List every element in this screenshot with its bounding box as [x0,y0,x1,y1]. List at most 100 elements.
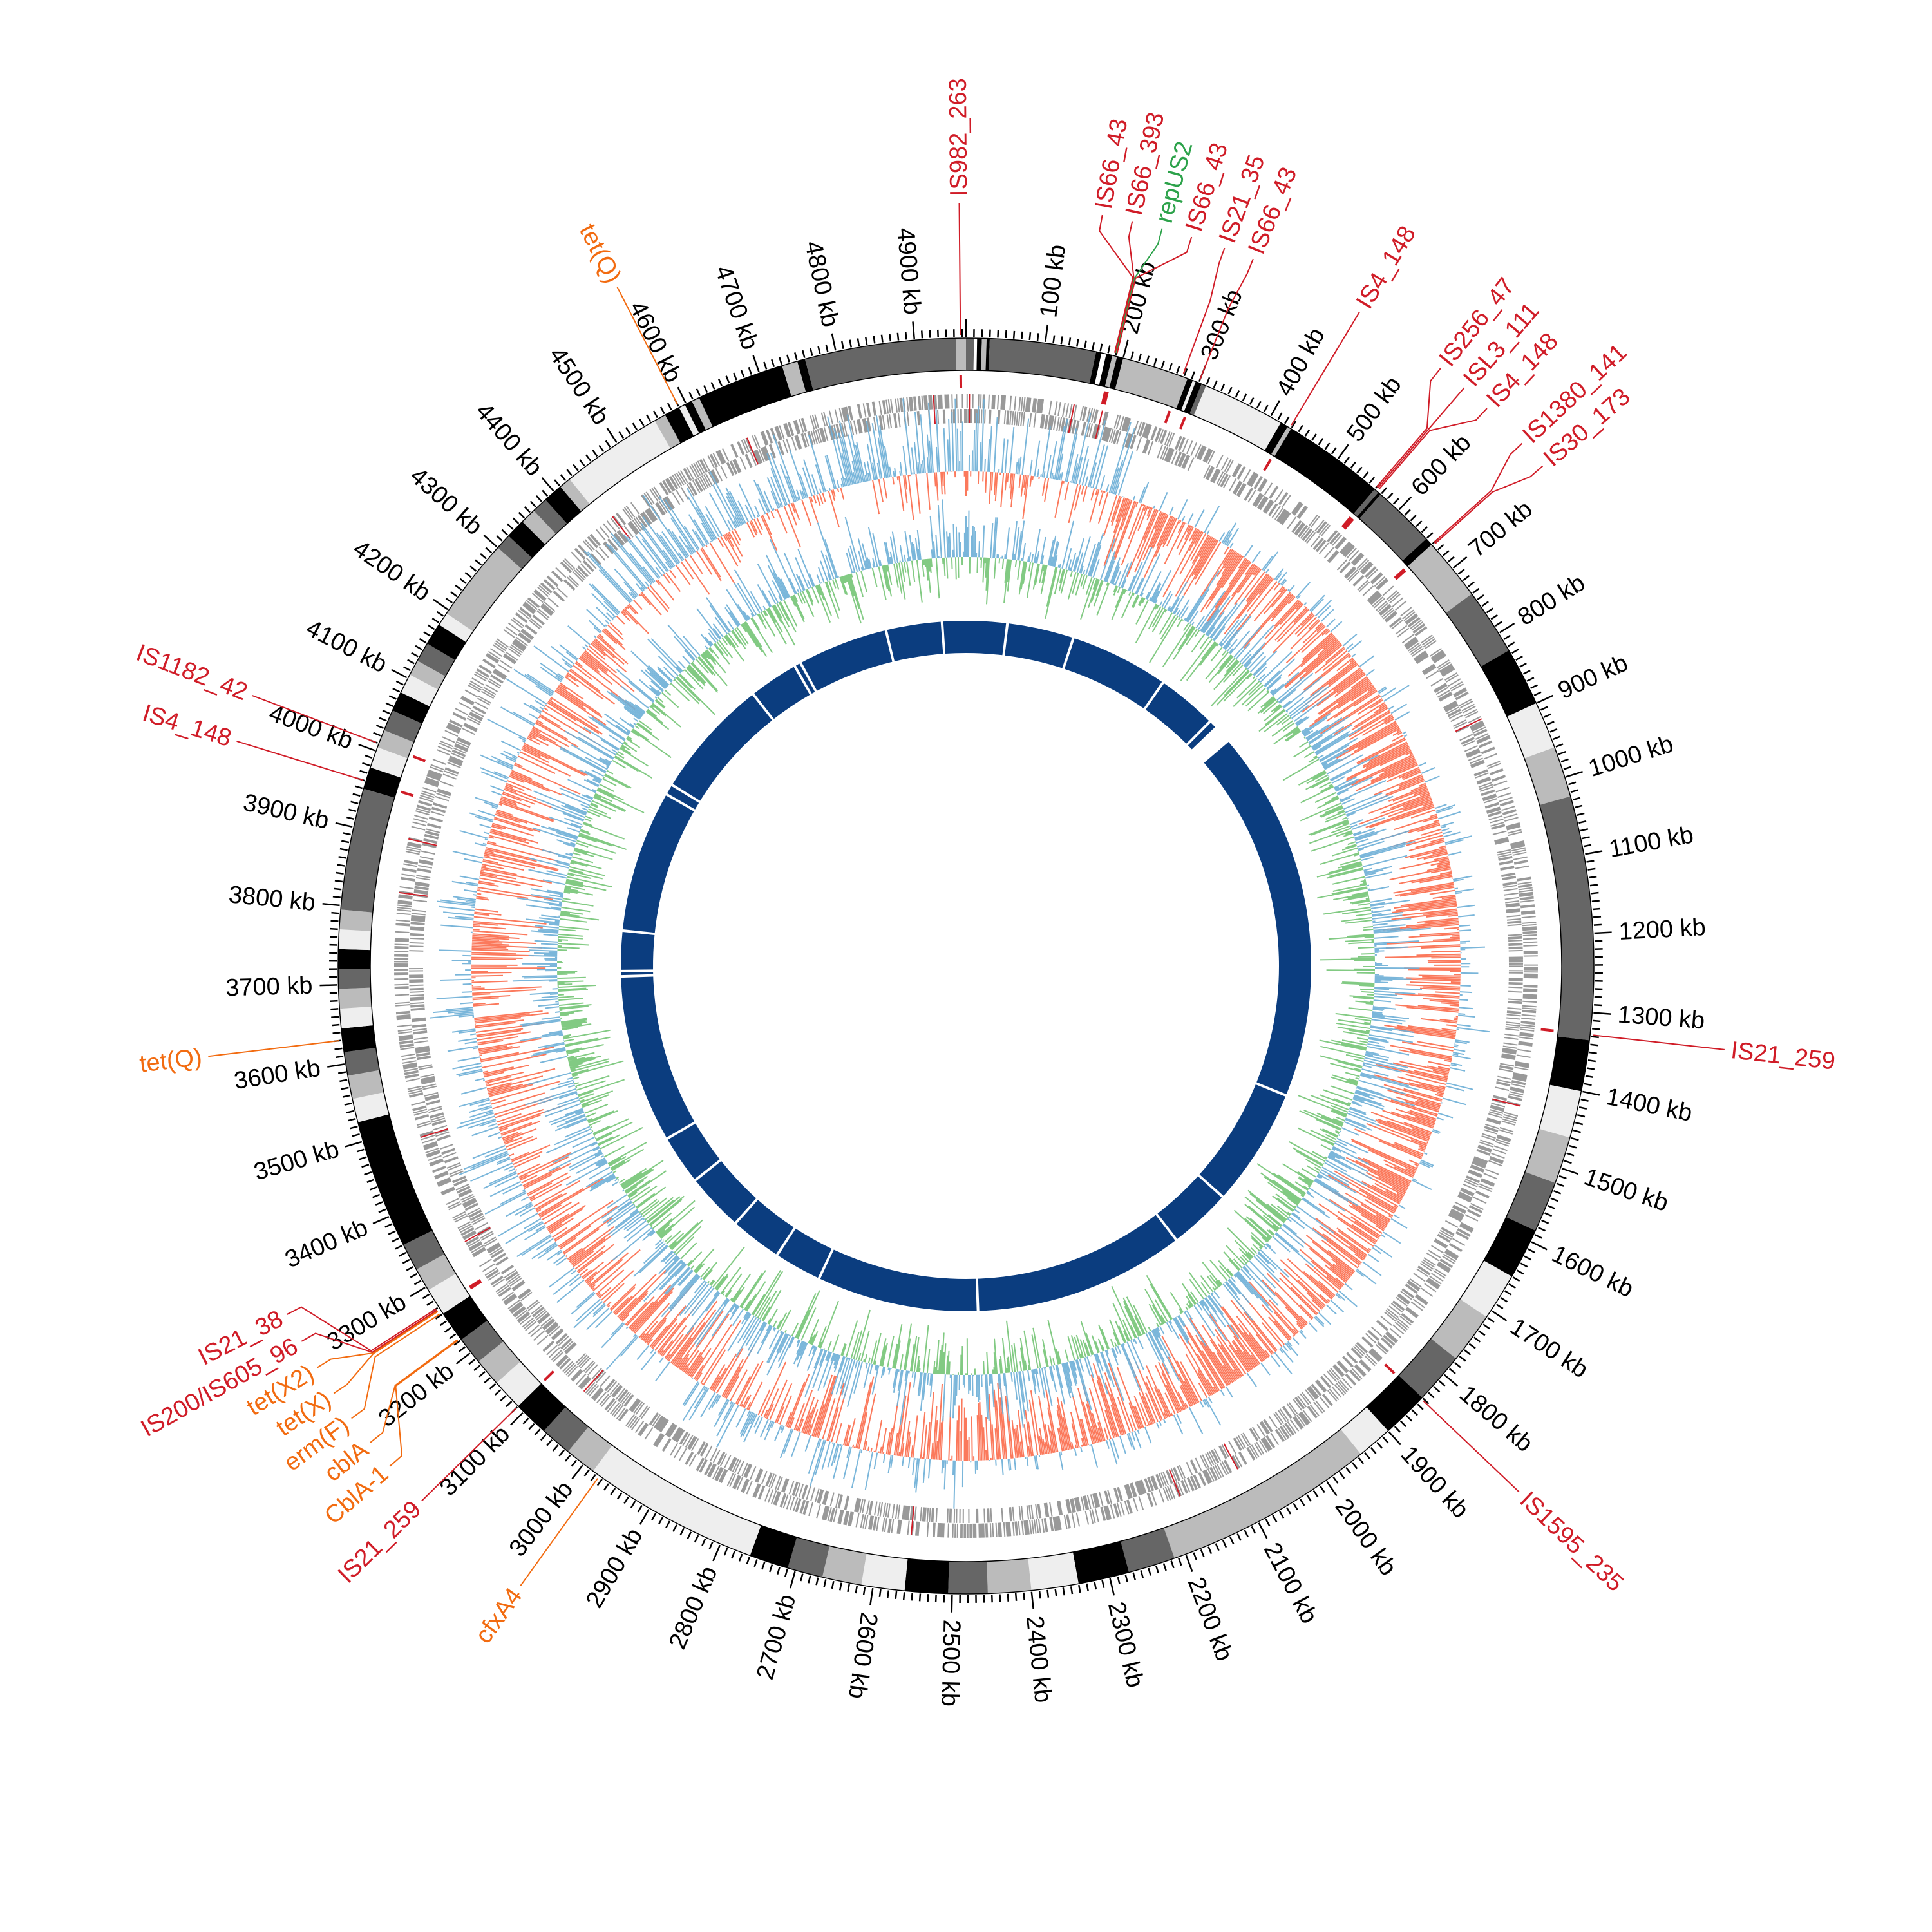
ideogram-band [679,404,699,437]
ideogram-band [1539,796,1594,1041]
ideogram-band [1407,544,1472,613]
tick-label: 3700 kb [225,972,313,1002]
contig-segment [623,795,694,933]
annotation-label-insertion-sequence: IS4_148 [1351,222,1421,314]
tick-label: 2400 kb [1021,1615,1057,1704]
tick-label: 2600 kb [843,1611,883,1701]
contig-ring [620,621,1311,1312]
ideogram-band [1539,1084,1582,1138]
ideogram-band [1115,358,1188,409]
tick-label: 3200 kb [374,1358,459,1432]
insertion-mark [1342,517,1353,529]
ideogram-band [685,401,706,433]
ideogram-band [352,1092,390,1122]
tick-label: 1500 kb [1580,1164,1672,1217]
annotation-connector [1115,228,1163,354]
ideogram-band [533,500,567,535]
ideogram-band [341,1025,376,1052]
ideogram-band [665,407,694,444]
tick-label: 4500 kb [544,343,614,430]
ideogram-outline [370,370,1562,1562]
contig-segment [621,976,695,1138]
annotation-label-insertion-sequence: IS1182_42 [133,639,251,706]
annotation-label-resistance-gene: tet(Q) [138,1044,203,1078]
gc-content-track [512,499,1431,1428]
tick-label: 500 kb [1341,372,1406,447]
annotation-connector [958,203,961,336]
ideogram-band [788,1537,830,1578]
annotation-connector [1593,1034,1725,1050]
ideogram-band [1398,1338,1456,1398]
ideogram-band [985,338,990,371]
ideogram-band [1099,354,1113,387]
ideogram-band [1430,1299,1487,1359]
contig-segment [1188,723,1215,750]
annotation-connector [1376,368,1441,488]
ideogram-band [339,1006,374,1029]
ideogram-band [403,1230,445,1270]
tick-label: 1900 kb [1396,1441,1474,1523]
annotation-connector [287,1306,437,1352]
insertion-mark [1343,518,1354,530]
tick-label: 1700 kb [1505,1313,1593,1383]
annotation-label-insertion-sequence: IS21_259 [1730,1037,1837,1075]
ideogram-band [497,536,533,569]
ideogram-band [1184,381,1202,414]
tick-label: 2800 kb [664,1562,723,1653]
ideogram-band [989,338,1097,384]
tick-label: 4600 kb [624,297,687,387]
annotation-connector [1378,408,1488,489]
annotation-label-resistance-gene: cfxA4 [470,1583,528,1649]
ideogram-band [782,361,806,397]
ideogram-band [1121,1528,1175,1573]
annotation-connector [1291,312,1360,426]
insertion-mark [469,1280,482,1290]
ideogram-band [428,1273,470,1314]
tick-label: 4200 kb [348,535,435,607]
contig-segment [1145,683,1209,744]
ideogram-band [797,359,813,393]
annotation-connector [1433,442,1523,544]
tick-label: 2000 kb [1330,1494,1402,1581]
annotation-connector [370,1339,458,1444]
tick-label: 3300 kb [322,1289,411,1356]
ideogram-band [560,478,590,511]
ideogram-band [508,522,545,558]
ideogram-band [1109,356,1124,390]
insertion-mark [469,1279,482,1289]
tick-label: 3000 kb [504,1476,579,1562]
annotation-label-resistance-gene: tet(Q) [574,220,627,288]
contig-segment [620,932,655,970]
tick-label: 1800 kb [1454,1380,1538,1457]
ideogram-band [699,365,791,427]
contig-segment [1204,742,1311,1095]
contig-segment [667,786,699,810]
ideogram-band [1525,1128,1570,1183]
contig-segment [795,663,815,694]
ideogram-band [1446,594,1509,667]
tick-label: 2500 kb [936,1619,965,1707]
annotation-connector [1199,258,1254,381]
annotation-connector [421,1408,516,1502]
tick-label: 4000 kb [265,699,356,755]
insertion-mark [401,790,414,797]
ideogram-band [973,338,978,371]
insertion-mark [1341,516,1352,528]
contig-segment [1005,623,1072,668]
ideogram-ring [337,337,1595,1595]
ideogram-band [1507,703,1555,759]
gc-skew-track [430,398,1490,1509]
insertion-marks-track [401,375,1554,1381]
ideogram-band [401,674,439,706]
annotation-label-insertion-sequence: IS982_263 [945,78,973,196]
ideogram-band [1357,492,1381,519]
ideogram-band [377,730,414,759]
ideogram-band [338,969,371,989]
annotation-connector [236,741,363,781]
annotation-label-insertion-sequence: IS1595_235 [1515,1486,1629,1597]
ideogram-band [1402,538,1432,567]
gc-skew-negative [471,471,1461,1461]
ideogram-band [1164,1429,1361,1558]
